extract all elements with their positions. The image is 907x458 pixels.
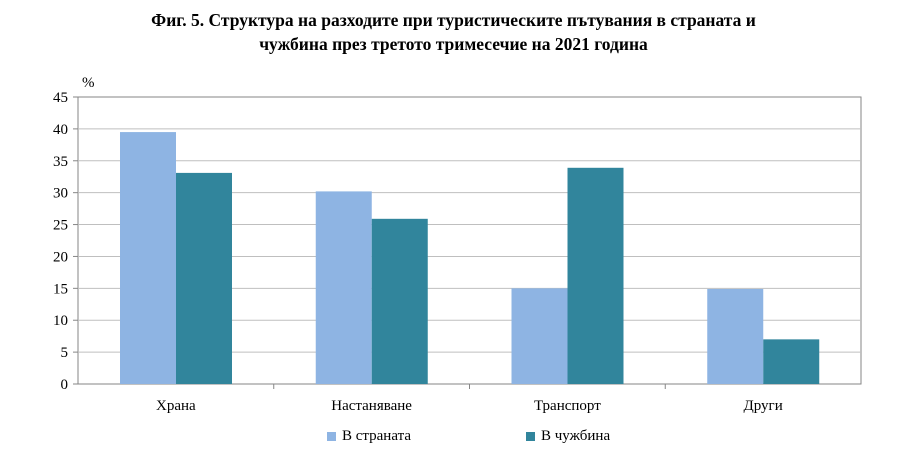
legend-swatch xyxy=(526,432,535,441)
chart-title-line-1: Фиг. 5. Структура на разходите при турис… xyxy=(151,10,756,30)
y-tick-label: 20 xyxy=(53,249,68,265)
x-tick-label: Транспорт xyxy=(534,398,601,414)
y-tick-label: 40 xyxy=(53,122,68,138)
x-tick-label: Други xyxy=(744,398,783,414)
legend-item: В страната xyxy=(327,428,411,445)
bar-abroad xyxy=(763,339,820,384)
bar-abroad xyxy=(176,172,232,384)
x-tick-label: Настаняване xyxy=(331,398,412,414)
y-tick-label: 10 xyxy=(53,313,68,329)
legend-label: В чужбина xyxy=(541,428,611,444)
bar-domestic xyxy=(120,132,176,384)
y-tick-label: 15 xyxy=(53,281,68,297)
legend-swatch xyxy=(327,432,336,441)
legend-label: В страната xyxy=(342,428,412,444)
y-tick-label: 5 xyxy=(61,345,69,361)
legend-item: В чужбина xyxy=(526,428,610,445)
bar-domestic xyxy=(511,288,568,384)
bar-abroad xyxy=(371,218,428,384)
bar-abroad xyxy=(567,167,624,384)
x-tick-label: Храна xyxy=(156,398,196,414)
y-tick-label: 30 xyxy=(53,186,68,202)
y-axis-label: % xyxy=(82,75,95,91)
y-tick-label: 25 xyxy=(53,218,68,234)
chart-title: Фиг. 5. Структура на разходите при турис… xyxy=(0,8,907,56)
chart-title-line-2: чужбина през третото тримесечие на 2021 … xyxy=(259,34,648,54)
y-tick-label: 45 xyxy=(53,90,68,106)
y-tick-label: 35 xyxy=(53,154,68,170)
bar-domestic xyxy=(315,191,372,384)
bar-domestic xyxy=(707,288,764,384)
y-tick-label: 0 xyxy=(61,377,69,393)
